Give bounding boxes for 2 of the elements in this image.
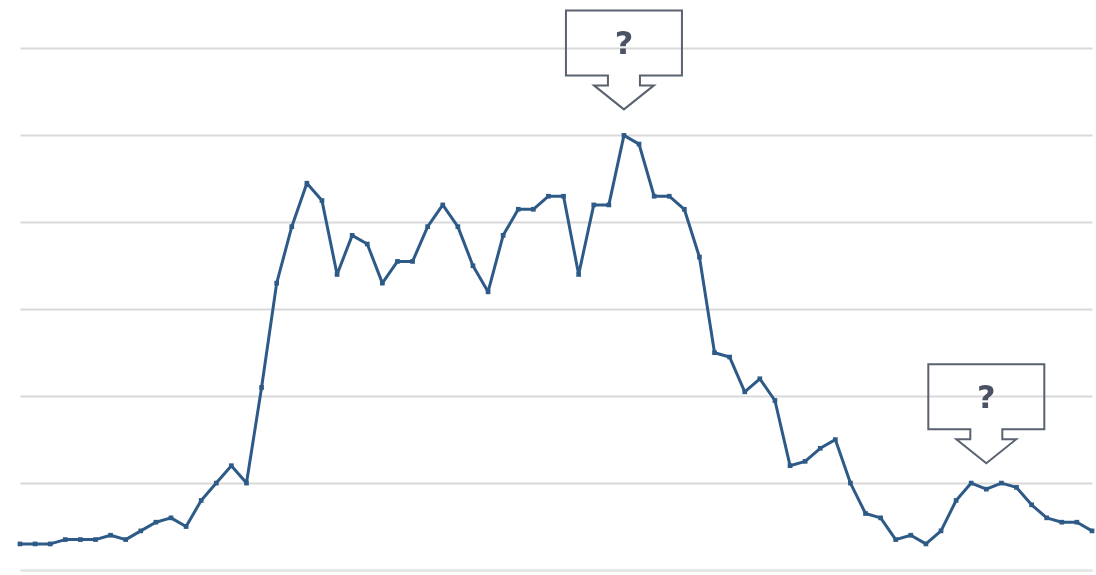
- annotation: ?: [977, 378, 996, 417]
- annotation: ?: [614, 24, 634, 63]
